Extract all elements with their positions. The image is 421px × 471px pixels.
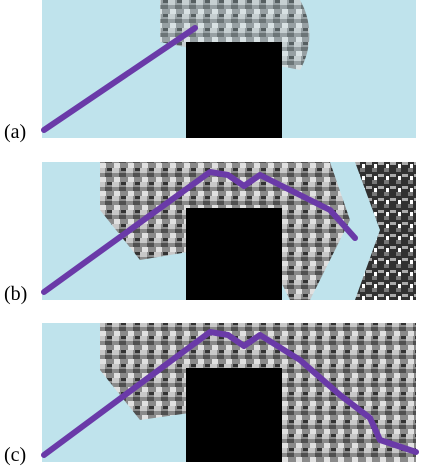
figure: (a) (b) (c): [0, 0, 421, 471]
obstacle: [186, 208, 282, 300]
panel-a: (a): [4, 0, 416, 143]
panel-c: (c): [4, 323, 416, 466]
obstacle: [186, 42, 282, 138]
obstacle: [186, 368, 282, 462]
panel-b: (b): [4, 162, 416, 305]
panel-label: (c): [4, 444, 26, 466]
panel-label: (a): [4, 121, 26, 143]
panel-label: (b): [4, 283, 27, 305]
